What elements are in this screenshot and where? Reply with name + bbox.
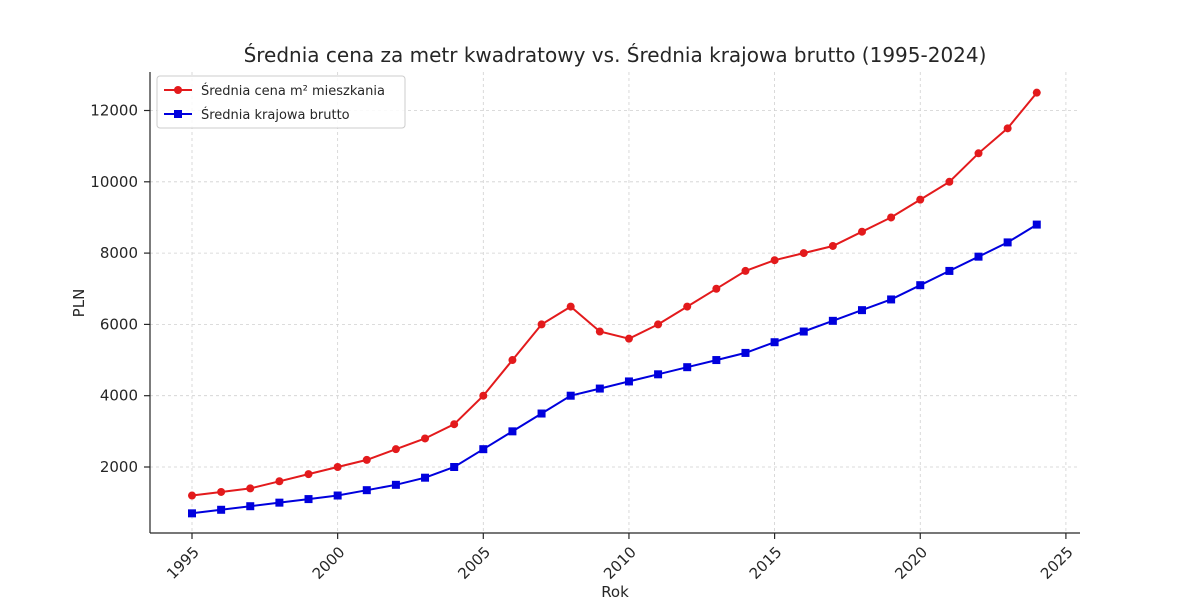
x-tick-label: 2025: [1037, 543, 1077, 583]
data-point: [188, 491, 196, 500]
data-point: [828, 241, 837, 250]
data-point: [362, 486, 371, 495]
data-point: [566, 391, 575, 400]
data-point: [916, 281, 925, 290]
data-point: [450, 463, 459, 471]
legend-box: [156, 75, 406, 129]
y-tick-label: 2000: [100, 458, 138, 476]
data-point: [479, 445, 488, 454]
data-point: [275, 498, 284, 507]
data-point: [508, 427, 517, 436]
series-line: [191, 223, 1038, 515]
data-point: [857, 227, 866, 236]
data-point: [654, 370, 663, 379]
data-point: [799, 327, 808, 336]
x-tick-label: 2010: [600, 543, 640, 583]
legend-item-price: Średnia cena m² mieszkania: [164, 83, 385, 99]
axes: [149, 72, 1080, 534]
data-point: [945, 177, 954, 186]
square-marker-icon: [174, 110, 182, 118]
data-point: [246, 502, 255, 511]
data-point: [974, 252, 983, 261]
data-point: [450, 420, 459, 429]
data-point: [217, 487, 226, 496]
data-point: [624, 377, 633, 386]
x-axis-ticks: 1995 2000 2005 2010 2015 2020 2025: [163, 533, 1077, 583]
legend-label-wage: Średnia krajowa brutto: [201, 107, 350, 123]
data-point: [712, 356, 721, 365]
data-point: [595, 384, 604, 393]
series-price-per-m2: [188, 88, 1041, 500]
data-point: [683, 302, 692, 311]
data-point: [421, 473, 430, 482]
series-national-wage: [188, 220, 1041, 518]
data-point: [246, 484, 255, 493]
data-point: [333, 491, 342, 500]
x-tick-label: 2000: [309, 543, 349, 583]
data-point: [1032, 88, 1041, 97]
data-point: [188, 509, 196, 518]
grid-lines: [150, 72, 1080, 533]
data-point: [799, 249, 808, 258]
y-tick-label: 8000: [100, 244, 138, 262]
data-point: [479, 391, 488, 400]
legend-label-price: Średnia cena m² mieszkania: [201, 83, 385, 99]
data-point: [974, 149, 983, 158]
data-point: [683, 363, 692, 372]
data-point: [741, 348, 750, 357]
data-point: [624, 334, 633, 343]
data-point: [1003, 238, 1012, 247]
data-point: [1032, 220, 1041, 229]
data-point: [1003, 124, 1012, 133]
data-point: [887, 295, 896, 304]
data-point: [887, 213, 896, 222]
data-point: [275, 477, 284, 486]
data-series: [188, 88, 1041, 518]
chart-title: Średnia cena za metr kwadratowy vs. Śred…: [244, 43, 987, 67]
data-point: [828, 316, 837, 325]
data-point: [770, 256, 779, 265]
y-tick-label: 12000: [90, 102, 138, 120]
data-point: [654, 320, 663, 329]
data-point: [712, 284, 721, 293]
y-tick-label: 4000: [100, 387, 138, 405]
y-tick-label: 10000: [90, 173, 138, 191]
x-tick-label: 2015: [746, 543, 786, 583]
data-point: [566, 302, 575, 311]
data-point: [537, 320, 546, 329]
data-point: [304, 470, 313, 479]
data-point: [741, 266, 750, 275]
data-point: [595, 327, 604, 336]
data-point: [508, 356, 517, 365]
x-tick-label: 2005: [454, 543, 494, 583]
legend-item-wage: Średnia krajowa brutto: [164, 107, 350, 123]
x-tick-label: 1995: [163, 543, 203, 583]
data-point: [333, 463, 342, 471]
circle-marker-icon: [174, 86, 182, 94]
data-point: [391, 480, 400, 489]
y-axis-label: PLN: [70, 289, 88, 318]
data-point: [916, 195, 925, 204]
data-point: [945, 266, 954, 275]
data-point: [770, 338, 779, 347]
data-point: [304, 495, 313, 504]
data-point: [537, 409, 546, 418]
x-axis-label: Rok: [601, 583, 629, 600]
data-point: [391, 445, 400, 454]
legend: Średnia cena m² mieszkania Średnia krajo…: [156, 75, 406, 129]
data-point: [421, 434, 430, 443]
x-tick-label: 2020: [891, 543, 931, 583]
data-point: [857, 306, 866, 315]
y-tick-label: 6000: [100, 315, 138, 333]
data-point: [362, 455, 371, 464]
y-axis-ticks: 2000 4000 6000 8000 10000 12000: [90, 102, 150, 476]
data-point: [217, 505, 226, 514]
series-line: [191, 92, 1038, 497]
